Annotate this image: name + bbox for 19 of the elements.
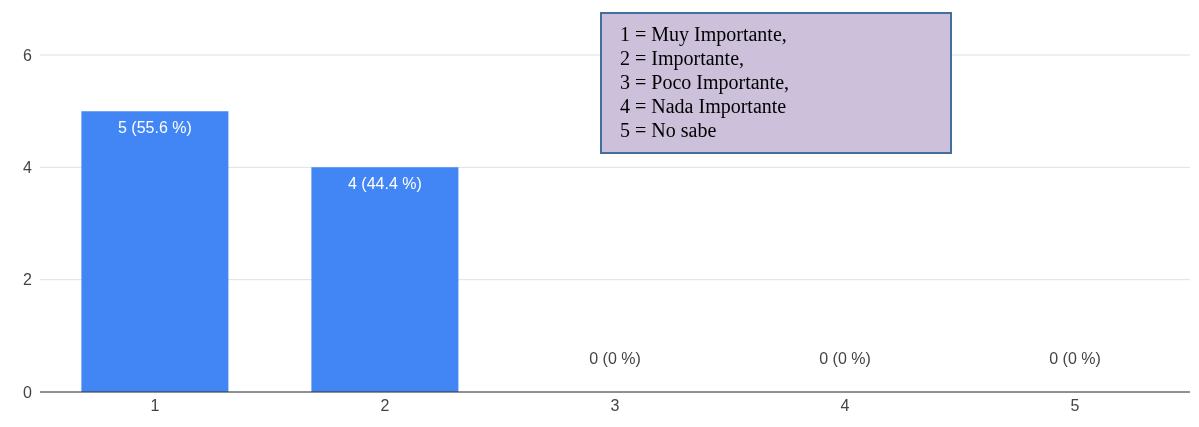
x-tick-label: 5 (1070, 397, 1080, 415)
y-tick-label: 4 (23, 159, 33, 177)
data-label: 0 (0 %) (818, 350, 872, 368)
annotation: 2 = Importante, (620, 46, 746, 70)
text: 1 = Muy Importante, (620, 23, 787, 45)
y-tick-label: 0 (23, 383, 33, 401)
x-tick-label: 4 (840, 397, 850, 415)
data-label: 4 (44.4 %) (347, 175, 422, 193)
data-label: 0 (0 %) (588, 350, 642, 368)
x-tick-label: 1 (150, 397, 160, 415)
annotation: 4 = Nada Importante (620, 94, 788, 118)
y-tick-label: 2 (23, 271, 33, 289)
x-tick-label: 2 (380, 397, 390, 415)
x-tick-label: 3 (610, 397, 620, 415)
annotation: 3 = Poco Importante, (620, 70, 791, 94)
annotation: 5 = No sabe (620, 118, 718, 142)
data-label: 5 (55.6 %) (117, 119, 192, 137)
data-label: 0 (0 %) (1048, 350, 1102, 368)
y-tick-label: 6 (23, 46, 33, 64)
